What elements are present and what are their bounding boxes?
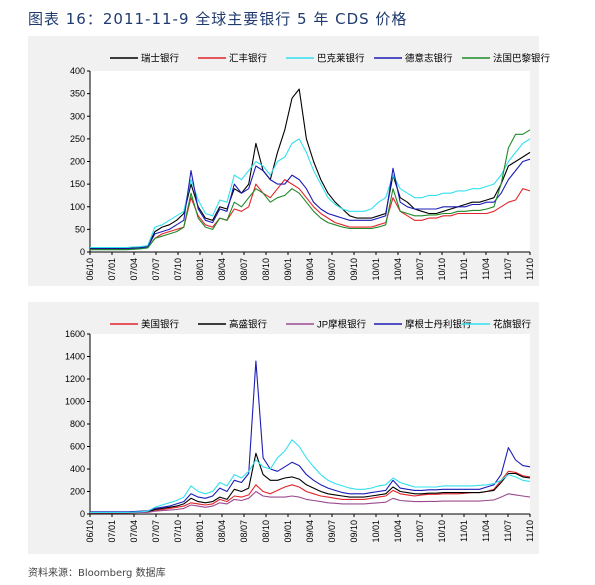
y-tick-label: 100 [70, 202, 85, 212]
x-tick-label: 10/10 [437, 520, 447, 543]
y-tick-label: 0 [80, 247, 85, 257]
y-tick-label: 1400 [65, 352, 85, 362]
x-tick-label: 07/07 [151, 258, 161, 281]
x-tick-label: 07/07 [151, 520, 161, 543]
x-tick-label: 09/04 [305, 258, 315, 281]
y-tick-label: 800 [70, 419, 85, 429]
y-tick-label: 300 [70, 111, 85, 121]
y-tick-label: 0 [80, 509, 85, 519]
y-tick-label: 200 [70, 157, 85, 167]
x-tick-label: 07/01 [107, 258, 117, 281]
x-tick-label: 10/04 [393, 520, 403, 543]
series-line [90, 452, 531, 513]
x-tick-label: 07/10 [173, 258, 183, 281]
x-tick-label: 10/10 [437, 258, 447, 281]
x-tick-label: 11/07 [503, 258, 513, 280]
legend-label: 瑞士银行 [141, 53, 180, 65]
x-tick-label: 10/01 [371, 258, 381, 281]
x-tick-label: 08/04 [217, 520, 227, 543]
source-note: 资料来源：Bloomberg 数据库 [28, 568, 166, 579]
plot-area [90, 334, 530, 514]
x-tick-label: 06/10 [85, 258, 95, 281]
x-tick-label: 10/01 [371, 520, 381, 543]
legend-label: 高盛银行 [229, 319, 268, 331]
x-tick-label: 06/10 [85, 520, 95, 543]
y-tick-label: 250 [70, 134, 85, 144]
y-tick-label: 150 [70, 179, 85, 189]
series-line [90, 470, 531, 514]
series-line [90, 179, 531, 250]
series-line [90, 138, 531, 249]
legend-label: 摩根士丹利银行 [405, 319, 472, 331]
x-tick-label: 11/04 [481, 520, 491, 542]
x-tick-label: 09/07 [327, 520, 337, 543]
x-tick-label: 08/04 [217, 258, 227, 281]
x-tick-label: 10/07 [415, 258, 425, 281]
series-line [90, 129, 531, 251]
x-tick-label: 08/01 [195, 258, 205, 281]
cds-chart-europe: 0 50 100 150 200 250 300 350 400 06/10 07/01 07/04 0… [70, 53, 551, 281]
y-tick-label: 350 [70, 89, 85, 99]
y-tick-label: 1600 [65, 329, 85, 339]
x-tick-label: 08/10 [261, 258, 271, 281]
cds-chart-us: 0 200 400 600 800 1000 1200 1400 1600 06/10 07/01 0… [65, 319, 535, 543]
x-tick-label: 07/04 [129, 520, 139, 543]
legend-label: 德意志银行 [405, 53, 453, 65]
y-tick-label: 600 [70, 442, 85, 452]
x-tick-label: 09/10 [349, 520, 359, 543]
x-tick-label: 08/01 [195, 520, 205, 543]
x-tick-label: 09/07 [327, 258, 337, 281]
x-tick-label: 09/01 [283, 258, 293, 281]
legend-label: 巴克莱银行 [317, 53, 365, 65]
x-tick-label: 08/10 [261, 520, 271, 543]
x-tick-label: 11/10 [525, 520, 535, 542]
x-tick-label: 11/04 [481, 258, 491, 280]
page-title: 图表 16：2011-11-9 全球主要银行 5 年 CDS 价格 [28, 10, 408, 28]
series-line [90, 158, 531, 250]
x-tick-label: 10/04 [393, 258, 403, 281]
x-tick-label: 11/07 [503, 520, 513, 542]
legend-label: JP摩根银行 [317, 319, 367, 331]
legend-label: 汇丰银行 [229, 53, 268, 65]
x-tick-label: 11/10 [525, 258, 535, 280]
x-tick-label: 09/01 [283, 520, 293, 543]
y-tick-label: 400 [70, 464, 85, 474]
legend-label: 法国巴黎银行 [493, 53, 551, 65]
x-tick-label: 10/07 [415, 520, 425, 543]
x-tick-label: 09/10 [349, 258, 359, 281]
x-tick-label: 07/10 [173, 520, 183, 543]
x-tick-label: 07/01 [107, 520, 117, 543]
series-line [90, 490, 531, 514]
x-tick-label: 11/01 [459, 258, 469, 280]
series-line [90, 360, 531, 513]
y-tick-label: 200 [70, 487, 85, 497]
legend-label: 花旗银行 [493, 319, 532, 331]
x-tick-label: 08/07 [239, 520, 249, 543]
y-tick-label: 1000 [65, 397, 85, 407]
y-tick-label: 1200 [65, 374, 85, 384]
x-tick-label: 07/04 [129, 258, 139, 281]
x-tick-label: 11/01 [459, 520, 469, 542]
y-tick-label: 50 [75, 224, 85, 234]
legend-label: 美国银行 [141, 319, 180, 331]
y-tick-label: 400 [70, 66, 85, 76]
series-line [90, 439, 531, 513]
x-tick-label: 09/04 [305, 520, 315, 543]
x-tick-label: 08/07 [239, 258, 249, 281]
